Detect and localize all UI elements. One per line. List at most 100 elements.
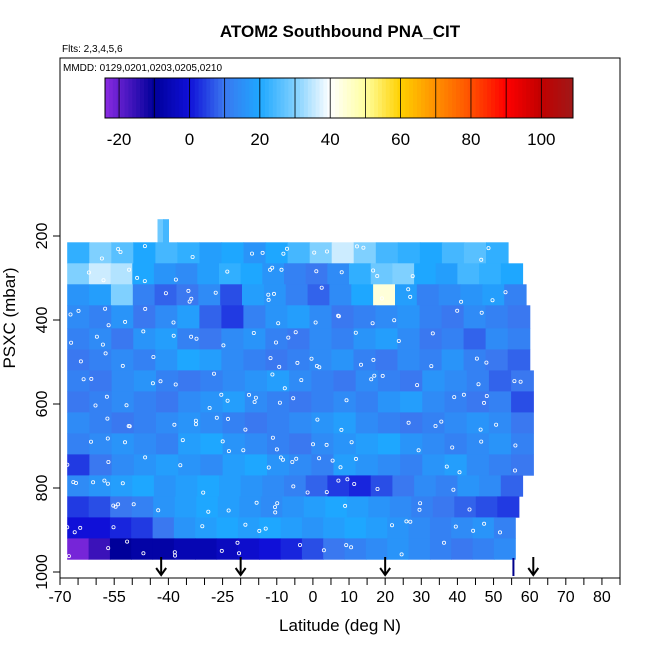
colorbar-segment bbox=[491, 78, 496, 118]
measurement-point bbox=[127, 267, 132, 272]
heatmap-cell bbox=[389, 496, 412, 518]
heatmap-cell bbox=[414, 475, 437, 497]
x-tick-label: 70 bbox=[557, 589, 575, 606]
measurement-point bbox=[349, 545, 354, 550]
measurement-point bbox=[315, 417, 320, 422]
measurement-point bbox=[379, 296, 384, 301]
colorbar-segment bbox=[378, 78, 383, 118]
heatmap-cell bbox=[244, 433, 268, 455]
measurement-point bbox=[102, 478, 107, 483]
heatmap-cell bbox=[285, 284, 309, 306]
y-axis: 200 400 600 800 1000 bbox=[34, 223, 60, 590]
heatmap-cell bbox=[88, 517, 111, 539]
colorbar-segment bbox=[381, 78, 387, 118]
heatmap-cell bbox=[289, 370, 312, 392]
colorbar-segment bbox=[163, 78, 168, 118]
measurement-point bbox=[295, 360, 300, 365]
measurement-point bbox=[372, 373, 377, 378]
heatmap-cell bbox=[200, 412, 224, 434]
heatmap-cell bbox=[199, 328, 222, 350]
colorbar-segment bbox=[249, 78, 254, 118]
heatmap-cell bbox=[109, 517, 132, 539]
colorbar-segment bbox=[331, 78, 336, 118]
measurement-point bbox=[324, 442, 329, 447]
measurement-point bbox=[263, 526, 268, 531]
colorbar-segment bbox=[471, 78, 476, 118]
colorbar-segment bbox=[432, 78, 437, 118]
colorbar-segment bbox=[241, 78, 246, 118]
heatmap-cell bbox=[244, 454, 268, 476]
heatmap-cell bbox=[355, 370, 379, 392]
heatmap-cell bbox=[260, 496, 283, 518]
heatmap-cell bbox=[265, 328, 288, 350]
heatmap-cell bbox=[222, 412, 246, 434]
heatmap-cell bbox=[397, 349, 421, 371]
heatmap-cell bbox=[355, 454, 379, 476]
heatmap-cell bbox=[89, 284, 112, 306]
colorbar-segment bbox=[389, 78, 395, 118]
colorbar-segment bbox=[409, 78, 414, 118]
heatmap-cell bbox=[267, 412, 290, 434]
heatmap-cell bbox=[331, 328, 355, 350]
heatmap-cell bbox=[111, 391, 135, 413]
heatmap-cell bbox=[265, 349, 288, 371]
heatmap-cell bbox=[243, 305, 266, 329]
measurement-point bbox=[270, 265, 275, 270]
colorbar-segment bbox=[569, 78, 574, 118]
heatmap-cell bbox=[153, 263, 177, 285]
heatmap-cell bbox=[387, 538, 410, 560]
colorbar-tick-label: -20 bbox=[107, 130, 132, 149]
heatmap-cell bbox=[344, 538, 367, 560]
heatmap-cell bbox=[475, 496, 498, 518]
y-tick-label: 400 bbox=[34, 307, 51, 334]
heatmap-cell bbox=[282, 496, 305, 518]
measurement-point bbox=[187, 299, 192, 304]
heatmap-cell bbox=[395, 284, 418, 306]
x-tick-label: 40 bbox=[449, 589, 467, 606]
heatmap-cell bbox=[173, 517, 196, 539]
heatmap-cell bbox=[331, 242, 355, 264]
heatmap-cell bbox=[400, 412, 423, 434]
heatmap-cell bbox=[237, 538, 260, 560]
heatmap-cell bbox=[488, 370, 512, 392]
measurement-point bbox=[207, 405, 212, 410]
measurement-point bbox=[512, 379, 517, 384]
heatmap-cell bbox=[488, 391, 512, 413]
colorbar: -20 0 20 40 60 80 100 bbox=[104, 77, 574, 149]
heatmap-cell bbox=[400, 370, 423, 392]
heatmap-cell bbox=[200, 454, 224, 476]
measurement-point bbox=[305, 490, 310, 495]
measurement-point bbox=[481, 400, 486, 405]
heatmap-cell bbox=[177, 349, 200, 371]
heatmap-cell bbox=[344, 517, 367, 539]
measurement-point bbox=[226, 508, 231, 513]
measurement-point bbox=[103, 306, 108, 311]
heatmap-cell bbox=[287, 328, 310, 350]
heatmap-cell bbox=[488, 433, 512, 455]
heatmap-cell bbox=[219, 475, 242, 497]
measurement-point bbox=[213, 290, 218, 295]
measurement-point bbox=[276, 321, 281, 326]
heatmap-cell bbox=[485, 349, 509, 371]
heatmap-cell bbox=[111, 305, 134, 329]
colorbar-segment bbox=[401, 78, 406, 118]
heatmap-cell bbox=[429, 517, 452, 539]
heatmap-cell bbox=[301, 517, 324, 539]
colorbar-segment bbox=[405, 78, 410, 118]
heatmap-cell bbox=[485, 305, 509, 329]
heatmap-cell bbox=[195, 538, 218, 560]
x-tick-label: 10 bbox=[340, 589, 358, 606]
heatmap-cell bbox=[305, 263, 328, 285]
measurement-point bbox=[66, 554, 71, 559]
heatmap-cell bbox=[432, 496, 455, 518]
colorbar-segment bbox=[440, 78, 445, 118]
heatmap-cell bbox=[451, 538, 474, 560]
colorbar-segment bbox=[483, 78, 488, 118]
colorbar-segment bbox=[526, 78, 531, 118]
measurement-point bbox=[120, 481, 125, 486]
colorbar-segment bbox=[339, 78, 344, 118]
colorbar-segment bbox=[417, 78, 422, 118]
measurement-point bbox=[178, 463, 183, 468]
flight-arrows bbox=[155, 557, 540, 577]
colorbar-segment bbox=[557, 78, 562, 118]
